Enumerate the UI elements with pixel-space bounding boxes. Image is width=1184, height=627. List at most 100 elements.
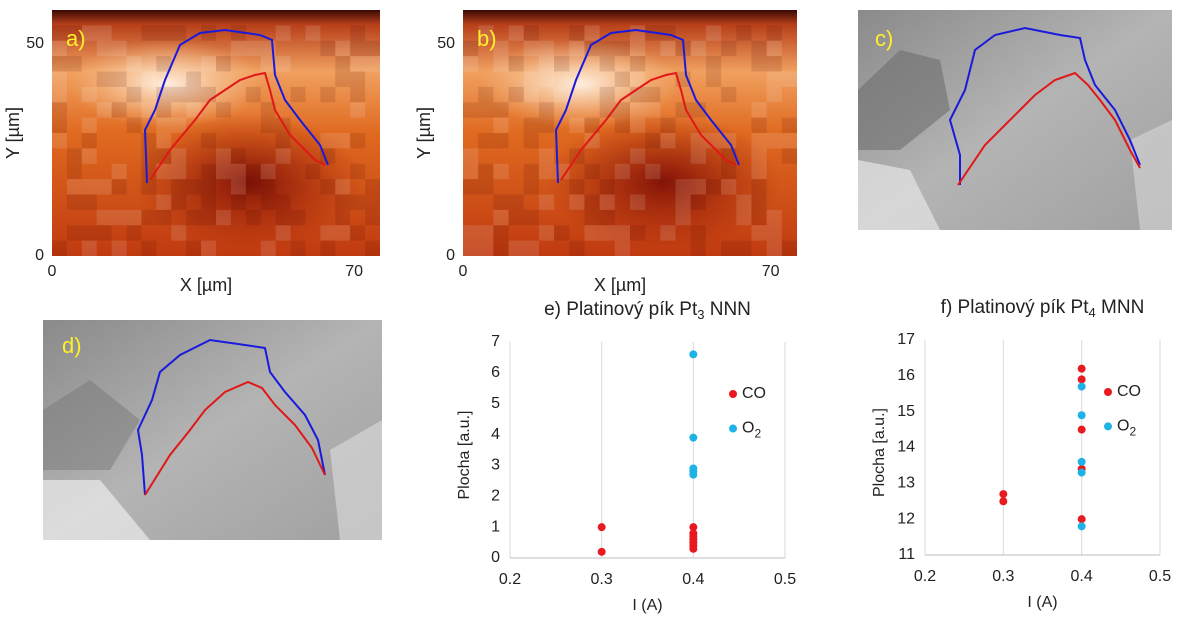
heatmap-texture (335, 179, 351, 195)
heatmap-texture (630, 102, 646, 118)
heatmap-texture (320, 148, 336, 164)
heatmap-texture (705, 179, 722, 195)
heatmap-texture (216, 148, 231, 164)
heatmap-texture (766, 86, 782, 103)
heatmap-texture (350, 71, 366, 87)
legend-text: O (742, 420, 754, 437)
heatmap-texture (493, 163, 509, 180)
heatmap-texture (721, 86, 737, 103)
heatmap-texture (478, 225, 494, 241)
heatmap-texture (660, 117, 676, 133)
heatmap-texture (96, 25, 112, 41)
heatmap-texture (478, 179, 494, 195)
heatmap-texture (350, 163, 366, 180)
heatmap-texture (523, 163, 539, 180)
heatmap-texture (493, 56, 509, 72)
y-tick-label: 0 (446, 247, 455, 264)
heatmap-texture (245, 163, 261, 180)
heatmap-texture (569, 240, 585, 256)
heatmap-texture (81, 86, 97, 103)
heatmap-texture (66, 25, 82, 41)
heatmap-texture (260, 240, 276, 256)
heatmap-texture (365, 194, 380, 210)
heatmap-texture (721, 240, 737, 256)
heatmap-texture (721, 179, 737, 195)
heatmap-texture (126, 86, 142, 103)
heatmap-texture (171, 117, 187, 133)
heatmap-texture (630, 40, 646, 57)
contour (149, 71, 326, 181)
heatmap-texture (81, 225, 97, 241)
heatmap-texture (141, 240, 157, 256)
heatmap-texture (614, 163, 630, 180)
heatmap-texture (690, 148, 706, 164)
heatmap-texture (141, 133, 157, 149)
x-tick-label: 0.3 (591, 571, 613, 588)
heatmap-texture (463, 240, 479, 256)
heatmap-texture (52, 25, 67, 41)
heatmap-texture (52, 240, 67, 256)
heatmap-texture (614, 240, 630, 256)
heatmap-texture (335, 225, 351, 241)
heatmap-texture (305, 25, 321, 41)
heatmap-texture (584, 209, 600, 226)
y-tick-label: 0 (491, 549, 500, 566)
heatmap-texture (690, 240, 706, 256)
heatmap-texture (538, 102, 555, 118)
heatmap-texture (660, 225, 676, 241)
heatmap-texture (81, 194, 97, 210)
heatmap-texture (275, 133, 291, 149)
y-tick-label: 50 (437, 35, 455, 52)
point (689, 350, 698, 359)
title-text: e) Platinový pík Pt (544, 299, 698, 320)
heatmap-texture (141, 163, 157, 180)
heatmap-texture (584, 225, 600, 241)
legend-text: 2 (754, 427, 761, 441)
heatmap-texture (111, 71, 127, 87)
heatmap-texture (463, 40, 479, 57)
x-axis-label: X [µm] (180, 275, 232, 295)
heatmap-texture (493, 133, 509, 149)
heatmap-texture (721, 40, 737, 57)
heatmap-texture (493, 194, 509, 210)
heatmap-texture (171, 194, 187, 210)
heatmap-texture (335, 194, 351, 210)
heatmap-texture (508, 194, 524, 210)
heatmap-texture (705, 25, 722, 41)
heatmap-shade (546, 113, 781, 252)
heatmap-texture (478, 86, 494, 103)
y-tick-label: 1 (491, 518, 500, 535)
heatmap-texture (350, 40, 366, 57)
heatmap-texture (675, 194, 691, 210)
x-tick-label: 0.5 (1149, 568, 1171, 585)
heatmap-texture (751, 225, 767, 241)
y-tick-label: 6 (491, 364, 500, 381)
heatmap-texture (751, 194, 767, 210)
heatmap-texture (320, 179, 336, 195)
y-tick-label: 4 (491, 426, 500, 443)
heatmap-texture (721, 163, 737, 180)
heatmap-texture (599, 40, 615, 57)
x-tick-label: 0.4 (682, 571, 704, 588)
heatmap-texture (52, 56, 67, 72)
y-tick-label: 11 (898, 546, 915, 563)
panel-label: a) (66, 26, 86, 51)
heatmap-texture (350, 194, 366, 210)
y-tick-label: 7 (491, 333, 500, 350)
heatmap-texture (245, 40, 261, 57)
heatmap-texture (781, 240, 797, 256)
heatmap-texture (766, 25, 782, 41)
x-tick-label: 0.3 (992, 568, 1014, 585)
heatmap-texture (365, 40, 380, 57)
heatmap-texture (350, 86, 366, 103)
point (1077, 382, 1086, 391)
heatmap-texture (52, 71, 67, 87)
x-axis-label: X [µm] (594, 275, 646, 295)
heatmap (463, 10, 797, 256)
heatmap-texture (260, 194, 276, 210)
heatmap-texture (290, 209, 306, 226)
heatmap-texture (350, 225, 366, 241)
heatmap-texture (569, 40, 585, 57)
heatmap-texture (305, 163, 321, 180)
heatmap-texture (690, 194, 706, 210)
